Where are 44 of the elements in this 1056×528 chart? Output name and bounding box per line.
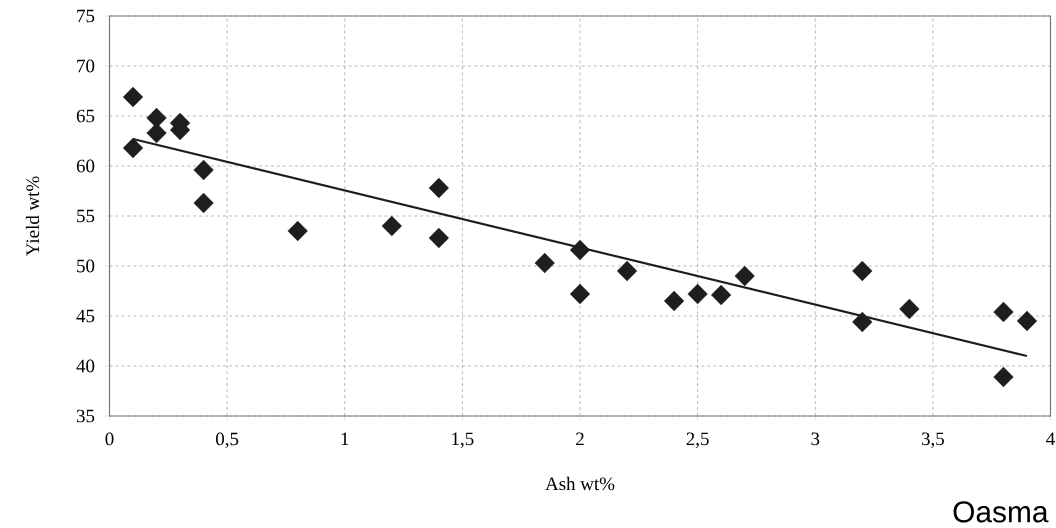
x-tick-label: 1: [341, 432, 349, 446]
y-tick-label: 75: [77, 9, 95, 23]
y-tick-label: 50: [77, 259, 95, 273]
point: [193, 159, 214, 181]
point: [428, 177, 449, 199]
point: [146, 122, 167, 144]
point: [852, 311, 873, 333]
point: [664, 290, 685, 312]
y-tick-label: 45: [76, 309, 95, 323]
x-tick-label: 0,5: [216, 432, 239, 449]
x-tick-label: 2: [576, 432, 584, 446]
x-axis-title: Ash wt%: [545, 476, 615, 491]
point: [569, 283, 591, 305]
y-tick-label: 35: [76, 409, 95, 423]
point: [428, 227, 449, 249]
point: [711, 284, 732, 306]
text: Oasma: [953, 501, 1049, 523]
point: [381, 215, 402, 237]
point: [122, 137, 144, 159]
y-tick-label: 65: [76, 109, 95, 123]
point: [193, 192, 214, 214]
y-tick-label: 70: [77, 59, 95, 73]
point: [734, 265, 755, 287]
point: [687, 283, 708, 305]
x-tick-label: 2,5: [686, 432, 709, 448]
point: [993, 366, 1014, 388]
point: [993, 301, 1014, 323]
point: [852, 260, 873, 282]
y-tick-label: 55: [77, 209, 95, 223]
point: [122, 86, 144, 108]
point: [1016, 310, 1038, 332]
point: [616, 260, 638, 282]
x-tick-label: 4: [1046, 432, 1055, 445]
x-tick-label: 1,5: [452, 432, 474, 448]
point: [534, 252, 555, 274]
x-tick-label: 3,5: [921, 432, 944, 448]
point: [287, 220, 308, 242]
x-tick-label: 0: [105, 432, 114, 446]
y-axis-title: Yield wt%: [25, 176, 40, 256]
y-tick-label: 40: [76, 359, 95, 373]
point: [899, 298, 920, 320]
x-tick-label: 3: [811, 432, 820, 446]
y-tick-label: 60: [76, 159, 95, 173]
point: [569, 239, 591, 261]
